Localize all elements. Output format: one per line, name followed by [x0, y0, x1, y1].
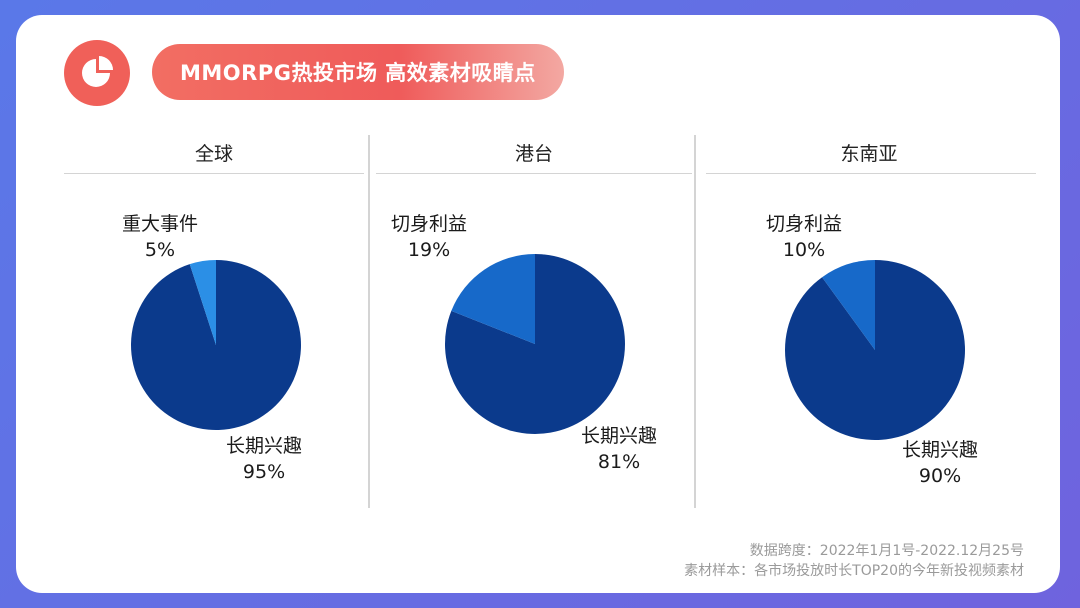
slice-name: 长期兴趣	[902, 439, 979, 461]
slice-name: 切身利益	[391, 213, 468, 235]
header-divider	[376, 173, 692, 174]
slice-label-personal-interest: 切身利益 10%	[766, 211, 842, 263]
pie-slice-切身利益	[451, 254, 535, 344]
footnote: 数据跨度：2022年1月1号-2022.12月25号 素材样本：各市场投放时长T…	[684, 541, 1024, 581]
slice-percent: 81%	[597, 451, 641, 473]
slice-label-personal-interest: 切身利益 19%	[391, 211, 467, 263]
chart-title-hk-tw: 港台	[514, 143, 553, 165]
chart-title-sea: 东南亚	[840, 143, 898, 165]
slice-percent: 10%	[782, 239, 826, 261]
slice-label-long-term-interest: 长期兴趣 90%	[902, 437, 978, 489]
slice-name: 长期兴趣	[581, 425, 658, 447]
column-divider	[694, 135, 696, 508]
slice-label-long-term-interest: 长期兴趣 95%	[226, 433, 302, 485]
slice-percent: 90%	[918, 465, 962, 487]
slice-name: 长期兴趣	[226, 435, 303, 457]
content-card: MMORPG热投市场 高效素材吸睛点 全球 港台 东南亚 重大事件 5% 长期兴…	[16, 15, 1060, 593]
pie-chart-global	[131, 260, 301, 430]
slice-percent: 19%	[407, 239, 451, 261]
pie-slice-重大事件	[189, 260, 216, 345]
header-divider	[64, 173, 364, 174]
pie-chart-icon	[64, 40, 130, 106]
page-title: MMORPG热投市场 高效素材吸睛点	[152, 44, 564, 100]
slice-label-long-term-interest: 长期兴趣 81%	[581, 423, 657, 475]
chart-title-global: 全球	[194, 143, 233, 165]
column-divider	[368, 135, 370, 508]
slice-name: 切身利益	[766, 213, 843, 235]
slice-percent: 95%	[242, 461, 286, 483]
pie-slice-切身利益	[822, 260, 875, 350]
slice-percent: 5%	[144, 239, 176, 261]
footnote-sample: 素材样本：各市场投放时长TOP20的今年新投视频素材	[684, 563, 1024, 579]
footnote-date-range: 数据跨度：2022年1月1号-2022.12月25号	[749, 543, 1024, 559]
header-divider	[706, 173, 1036, 174]
slice-label-major-event: 重大事件 5%	[122, 211, 198, 263]
pie-chart-sea	[785, 260, 965, 440]
pie-chart-hk-tw	[445, 254, 625, 434]
slice-name: 重大事件	[122, 213, 199, 235]
